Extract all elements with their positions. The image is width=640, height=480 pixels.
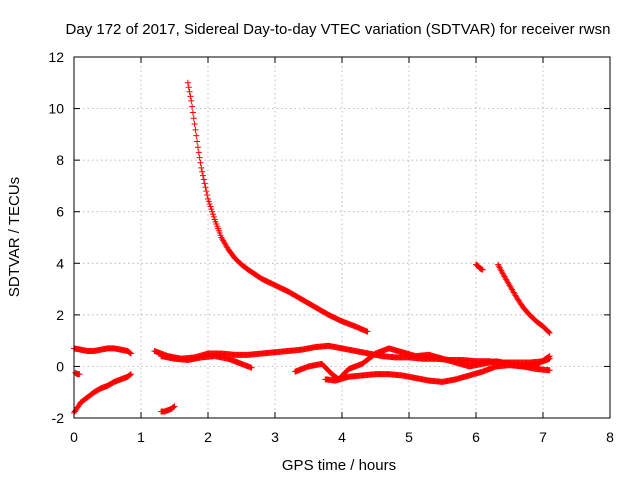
points-layer — [71, 79, 553, 416]
data-point — [546, 367, 553, 374]
data-point — [200, 176, 207, 183]
data-point — [170, 404, 177, 411]
data-point — [184, 79, 191, 86]
data-point — [204, 191, 211, 198]
series-early-flat — [71, 345, 134, 357]
x-tick-label: 3 — [271, 429, 279, 445]
data-point — [210, 213, 217, 220]
data-point — [546, 329, 553, 336]
data-point — [187, 93, 194, 100]
x-tick-label: 0 — [70, 429, 78, 445]
series-mid-band-b — [158, 353, 255, 371]
data-point — [545, 329, 552, 336]
x-tick-label: 8 — [606, 429, 614, 445]
data-point — [545, 353, 552, 360]
series-low-band-d — [322, 362, 553, 385]
series-arc-decay-long — [184, 79, 371, 335]
data-point — [192, 126, 199, 133]
data-point — [185, 84, 192, 91]
data-point — [248, 364, 255, 371]
series-early-rising — [71, 371, 134, 416]
data-point — [127, 350, 134, 357]
data-point — [191, 121, 198, 128]
y-tick-label: 12 — [48, 49, 64, 65]
data-point — [194, 138, 201, 145]
data-point — [209, 208, 216, 215]
data-point — [205, 198, 212, 205]
data-point — [479, 266, 486, 273]
data-point — [127, 371, 134, 378]
y-tick-label: 2 — [56, 307, 64, 323]
data-point — [127, 349, 134, 356]
x-tick-label: 6 — [472, 429, 480, 445]
data-point — [171, 403, 178, 410]
data-point — [203, 188, 210, 195]
data-point — [190, 115, 197, 122]
data-point — [76, 371, 83, 378]
x-tick-label: 7 — [539, 429, 547, 445]
y-tick-label: 6 — [56, 204, 64, 220]
data-point — [193, 132, 200, 139]
data-point — [206, 200, 213, 207]
data-point — [189, 109, 196, 116]
series-low-short — [158, 403, 178, 415]
data-point — [546, 353, 553, 360]
series-early-short — [72, 369, 83, 378]
data-point — [188, 97, 195, 104]
x-tick-label: 4 — [338, 429, 346, 445]
data-point — [205, 195, 211, 202]
data-point — [364, 328, 371, 335]
y-tick-label: 10 — [48, 101, 64, 117]
data-point — [195, 149, 202, 156]
data-point — [202, 184, 209, 191]
x-tick-label: 2 — [204, 429, 212, 445]
series-short-segment-6h — [473, 261, 486, 273]
data-point — [199, 168, 206, 175]
data-point — [127, 371, 134, 378]
data-point — [210, 211, 217, 218]
data-point — [189, 103, 196, 110]
data-point — [196, 154, 203, 161]
data-point — [208, 206, 215, 213]
data-point — [201, 180, 208, 187]
data-point — [194, 144, 201, 151]
y-tick-label: 4 — [56, 255, 64, 271]
y-tick-label: -2 — [52, 410, 65, 426]
data-point — [199, 172, 206, 179]
data-point — [197, 159, 204, 166]
x-axis-label: GPS time / hours — [282, 457, 396, 474]
y-axis-label: SDTVAR / TECUs — [6, 177, 23, 297]
x-tick-label: 1 — [137, 429, 145, 445]
series-arc-decay-late — [495, 261, 553, 336]
data-point — [198, 164, 205, 171]
chart-title: Day 172 of 2017, Sidereal Day-to-day VTE… — [66, 21, 611, 38]
x-tick-label: 5 — [405, 429, 413, 445]
data-point — [207, 203, 214, 210]
y-tick-label: 8 — [56, 152, 64, 168]
y-tick-label: 0 — [56, 358, 64, 374]
data-point — [186, 88, 193, 95]
